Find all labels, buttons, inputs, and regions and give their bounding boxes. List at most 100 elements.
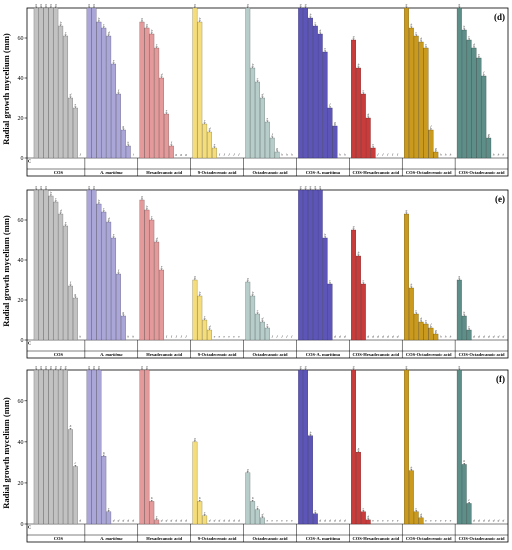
significance-letter: a — [319, 185, 321, 189]
bar — [413, 35, 419, 159]
bar — [413, 511, 419, 525]
group-label: 9-Octadecenoic acid — [198, 170, 237, 175]
group-label: COS — [54, 536, 64, 541]
bar — [96, 369, 102, 525]
bar — [245, 7, 251, 159]
significance-letter: h — [127, 335, 129, 339]
significance-letter: h — [344, 153, 346, 157]
bar — [72, 466, 78, 525]
significance-letter: a — [406, 3, 408, 7]
significance-letter: a — [194, 275, 196, 279]
significance-letter: d — [478, 519, 480, 523]
bar — [144, 209, 150, 341]
bar — [72, 107, 78, 159]
significance-letter: d — [319, 29, 321, 33]
significance-letter: c — [257, 77, 259, 81]
significance-letter: a — [93, 365, 95, 369]
bar — [408, 287, 414, 341]
significance-letter: b — [310, 430, 312, 434]
significance-letter: d — [70, 93, 72, 97]
significance-letter: c — [108, 506, 110, 510]
significance-letter: g — [123, 125, 125, 129]
y-tick-label: 60 — [18, 218, 24, 224]
bar — [58, 369, 64, 525]
significance-letter: f — [272, 133, 274, 137]
significance-letter: h — [450, 153, 452, 157]
significance-letter: e — [372, 519, 374, 523]
significance-letter: c — [315, 21, 317, 25]
significance-letter: d — [219, 519, 221, 523]
y-tick-label: 0 — [21, 522, 24, 528]
significance-letter: b — [252, 63, 254, 67]
bar — [202, 319, 208, 341]
significance-letter: d — [123, 519, 125, 523]
significance-letter: c — [156, 515, 158, 519]
bar — [139, 199, 145, 341]
significance-letter: b — [463, 311, 465, 315]
significance-letter: d — [473, 519, 475, 523]
bar — [264, 327, 270, 341]
significance-letter: a — [247, 277, 249, 281]
bar — [356, 67, 361, 159]
bar — [58, 213, 64, 341]
significance-letter: a — [35, 185, 37, 189]
significance-letter: f — [483, 71, 485, 75]
bar — [466, 39, 472, 159]
bar — [433, 333, 439, 341]
group-label: Octadecanoic acid — [252, 170, 288, 175]
bar — [486, 137, 492, 159]
bar — [351, 39, 356, 159]
bar — [202, 123, 208, 159]
significance-letter: d — [397, 335, 399, 339]
significance-letter: d — [209, 127, 211, 131]
bar — [33, 369, 39, 525]
significance-letter: a — [40, 365, 42, 369]
significance-letter: a — [300, 185, 302, 189]
bar — [408, 27, 414, 159]
bar — [168, 145, 174, 159]
significance-letter: g — [185, 153, 187, 157]
bar — [360, 283, 366, 341]
bar — [250, 67, 256, 159]
bar — [418, 41, 424, 159]
significance-letter: c — [204, 510, 206, 514]
significance-letter: f — [186, 335, 188, 339]
group-label: Hexadecanoic acid — [146, 352, 182, 357]
significance-letter: h — [286, 153, 288, 157]
bar — [481, 75, 487, 159]
significance-letter: f — [430, 125, 432, 129]
significance-letter: h — [291, 153, 293, 157]
significance-letter: d — [483, 335, 485, 339]
bar — [120, 129, 126, 159]
significance-letter: c — [415, 309, 417, 313]
control-label: C — [28, 159, 31, 164]
significance-letter: b — [151, 29, 153, 33]
bar — [461, 315, 467, 341]
bar — [33, 7, 39, 159]
bar — [303, 7, 308, 159]
significance-letter: d — [209, 325, 211, 329]
significance-letter: d — [377, 335, 379, 339]
significance-letter: d — [329, 519, 331, 523]
bar — [317, 189, 323, 341]
significance-letter: d — [420, 317, 422, 321]
significance-letter: f — [238, 153, 240, 157]
bar — [365, 519, 371, 525]
significance-letter: d — [132, 519, 134, 523]
significance-letter: e — [219, 335, 221, 339]
panel-label: (e) — [495, 194, 505, 204]
significance-letter: h — [440, 153, 442, 157]
significance-letter: h — [339, 153, 341, 157]
significance-letter: d — [175, 519, 177, 523]
bar — [404, 213, 409, 341]
significance-letter: f — [378, 153, 380, 157]
bar — [428, 129, 434, 159]
bar — [38, 189, 44, 341]
significance-letter: d — [161, 73, 163, 77]
bar — [312, 513, 318, 525]
bar — [308, 17, 313, 159]
group-label: COS-A. maritima — [306, 352, 341, 357]
significance-letter: d — [339, 335, 341, 339]
